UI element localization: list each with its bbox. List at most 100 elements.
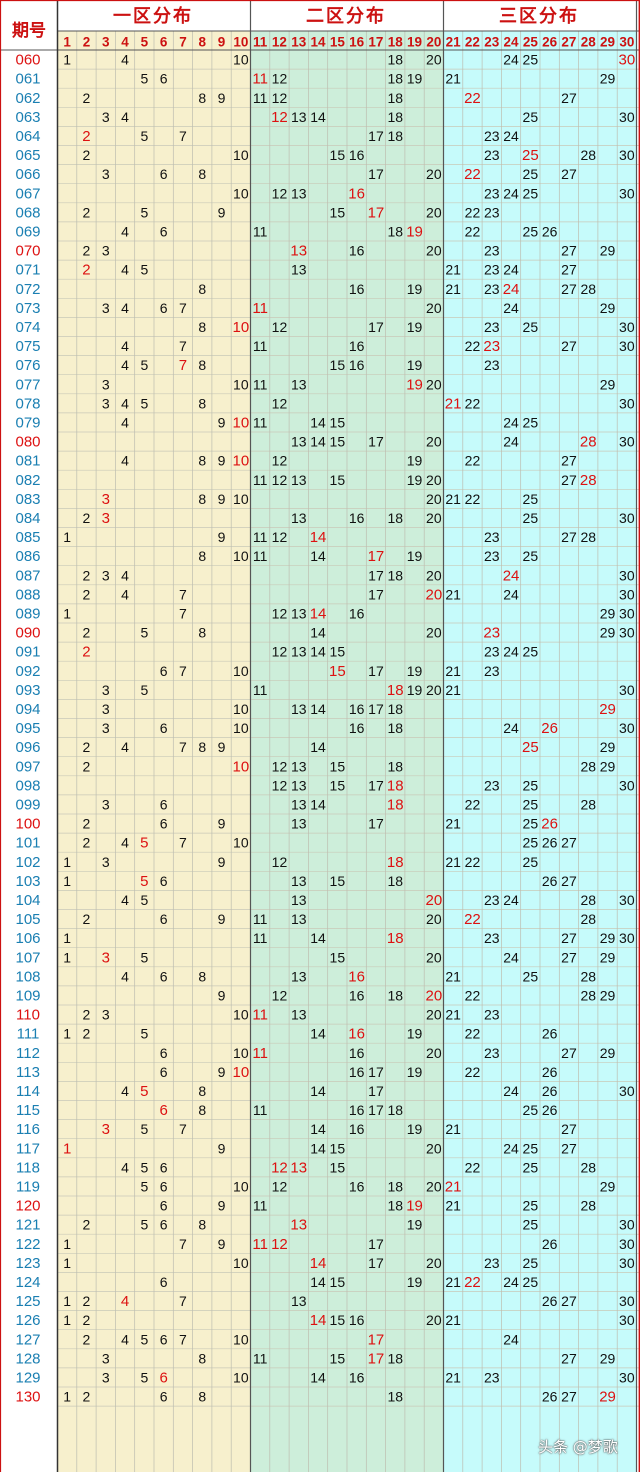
number-mark: 28 — [580, 758, 596, 774]
number-mark: 23 — [484, 777, 500, 793]
number-mark: 16 — [349, 1064, 365, 1080]
number-mark: 19 — [407, 1274, 423, 1290]
number-mark: 17 — [368, 434, 384, 450]
number-mark: 21 — [445, 816, 461, 832]
number-mark: 24 — [503, 1140, 519, 1156]
number-mark: 4 — [121, 739, 129, 755]
number-mark: 4 — [121, 300, 129, 316]
number-mark: 4 — [121, 1159, 129, 1175]
number-mark: 6 — [160, 816, 168, 832]
number-mark: 29 — [600, 988, 616, 1004]
number-mark: 8 — [198, 319, 206, 335]
number-mark: 5 — [140, 357, 148, 373]
number-mark: 24 — [503, 1274, 519, 1290]
number-mark-highlighted: 17 — [368, 204, 385, 221]
number-mark: 4 — [121, 338, 129, 354]
column-header-17: 17 — [368, 35, 383, 50]
number-mark: 9 — [218, 1198, 226, 1214]
column-header-29: 29 — [600, 35, 615, 50]
number-mark: 3 — [102, 395, 110, 411]
number-mark: 27 — [561, 453, 577, 469]
number-mark-highlighted: 13 — [290, 243, 307, 260]
number-mark: 14 — [310, 930, 326, 946]
period-label: 111 — [17, 1026, 40, 1043]
period-label: 066 — [15, 166, 40, 183]
number-mark: 21 — [445, 663, 461, 679]
number-mark: 25 — [523, 1198, 539, 1214]
number-mark: 20 — [426, 682, 442, 698]
number-mark: 27 — [561, 949, 577, 965]
number-mark: 15 — [330, 472, 346, 488]
number-mark: 12 — [272, 319, 288, 335]
number-mark: 15 — [330, 758, 346, 774]
number-mark: 7 — [179, 1236, 187, 1252]
number-mark: 13 — [291, 644, 307, 660]
number-mark: 6 — [160, 1045, 168, 1061]
number-mark: 27 — [561, 262, 577, 278]
number-mark: 6 — [160, 720, 168, 736]
column-header-20: 20 — [426, 35, 441, 50]
number-mark: 19 — [407, 1064, 423, 1080]
number-mark: 21 — [445, 1274, 461, 1290]
number-mark: 7 — [179, 739, 187, 755]
number-mark-highlighted: 5 — [140, 835, 148, 852]
number-mark: 19 — [407, 357, 423, 373]
number-mark: 13 — [291, 968, 307, 984]
number-mark: 16 — [349, 1179, 365, 1195]
number-mark: 27 — [561, 835, 577, 851]
number-mark: 28 — [580, 281, 596, 297]
number-mark: 10 — [233, 491, 249, 507]
number-mark: 16 — [349, 243, 365, 259]
column-header-23: 23 — [484, 35, 500, 50]
number-mark: 17 — [368, 586, 384, 602]
number-mark: 8 — [198, 357, 206, 373]
number-mark-highlighted: 5 — [140, 873, 148, 890]
column-header-28: 28 — [581, 35, 597, 50]
number-mark: 21 — [445, 1312, 461, 1328]
number-mark: 5 — [140, 204, 148, 220]
number-mark-highlighted: 10 — [233, 1064, 250, 1081]
number-mark-highlighted: 26 — [541, 720, 558, 737]
number-mark: 8 — [198, 739, 206, 755]
period-label: 070 — [15, 243, 40, 260]
number-mark: 22 — [465, 1064, 481, 1080]
number-mark: 10 — [233, 376, 249, 392]
period-label: 076 — [15, 357, 40, 374]
number-mark: 22 — [465, 491, 481, 507]
number-mark-highlighted: 3 — [102, 510, 110, 527]
number-mark: 17 — [368, 663, 384, 679]
number-mark: 23 — [484, 147, 500, 163]
number-mark: 14 — [310, 109, 326, 125]
number-mark: 1 — [63, 949, 71, 965]
number-mark-highlighted: 12 — [271, 1236, 288, 1253]
number-mark: 27 — [561, 1389, 577, 1405]
number-mark: 17 — [368, 166, 384, 182]
period-label: 130 — [15, 1389, 40, 1406]
number-mark-highlighted: 15 — [329, 663, 346, 680]
period-label: 083 — [15, 491, 40, 508]
number-mark: 15 — [330, 1140, 346, 1156]
number-mark: 2 — [83, 1026, 91, 1042]
number-mark: 20 — [426, 491, 442, 507]
number-mark-highlighted: 26 — [541, 816, 558, 833]
number-mark: 25 — [523, 816, 539, 832]
number-mark: 28 — [580, 1198, 596, 1214]
number-mark: 3 — [102, 854, 110, 870]
number-mark: 28 — [580, 968, 596, 984]
number-mark: 12 — [272, 453, 288, 469]
number-mark-highlighted: 6 — [159, 1370, 167, 1387]
number-mark: 13 — [291, 606, 307, 622]
number-mark: 3 — [102, 682, 110, 698]
number-mark-highlighted: 20 — [426, 892, 443, 909]
number-mark: 11 — [253, 224, 268, 240]
period-label: 125 — [15, 1293, 40, 1310]
number-mark: 9 — [218, 90, 226, 106]
number-mark: 11 — [253, 415, 268, 431]
number-mark: 6 — [160, 1217, 168, 1233]
number-mark: 17 — [368, 816, 384, 832]
number-mark: 30 — [619, 319, 635, 335]
number-mark: 6 — [160, 968, 168, 984]
number-mark: 16 — [349, 510, 365, 526]
period-label: 077 — [15, 376, 40, 393]
number-mark: 16 — [349, 281, 365, 297]
